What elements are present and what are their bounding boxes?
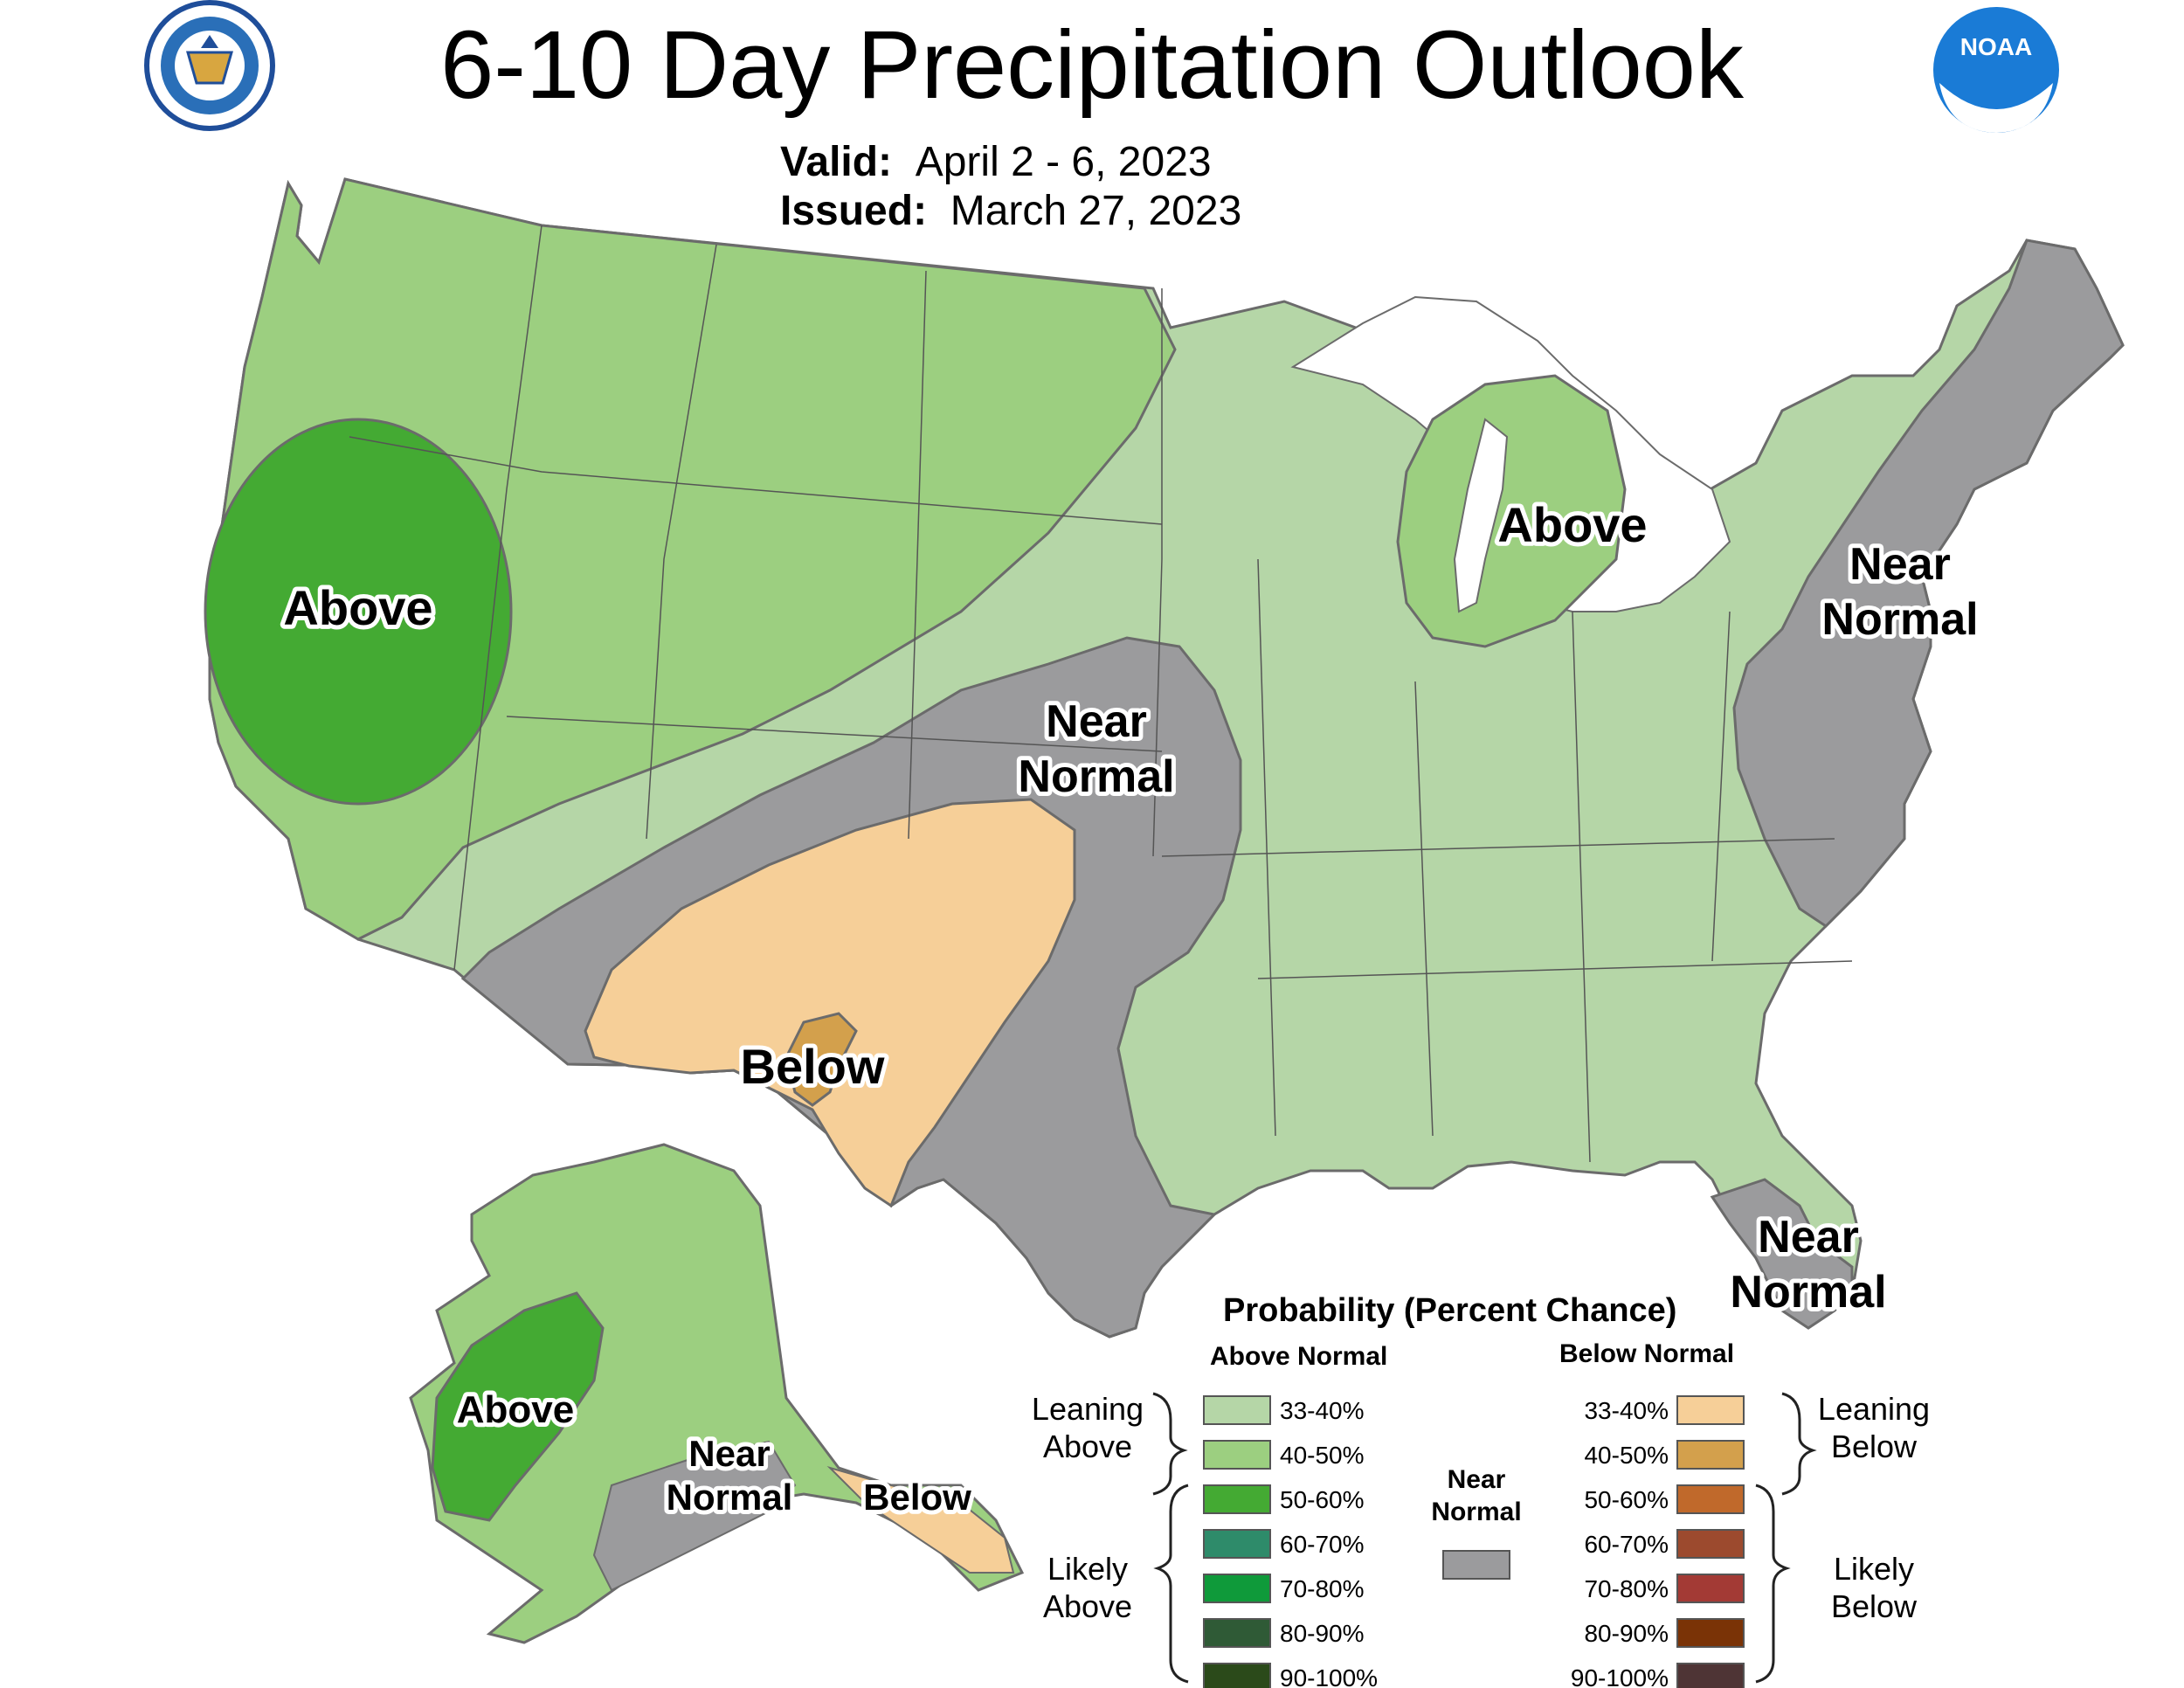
below-southwest-region xyxy=(584,798,1076,1208)
region-label-near-plains-2: Normal xyxy=(1018,751,1174,802)
region-label-near-florida-2: Normal xyxy=(1730,1267,1886,1318)
state-boundaries xyxy=(349,225,1853,1163)
legend-near-heading-1: Near xyxy=(1448,1465,1506,1494)
issued-label: Issued: xyxy=(780,188,928,234)
legend: Probability (Percent Chance) Above Norma… xyxy=(1032,1292,1930,1688)
legend-above-label: 70-80% xyxy=(1280,1575,1365,1602)
legend-below-label: 60-70% xyxy=(1584,1531,1669,1558)
region-label-above-west: Above xyxy=(283,580,432,635)
legend-below-swatch xyxy=(1676,1484,1745,1514)
legend-below-swatch xyxy=(1676,1529,1745,1559)
region-label-near-florida-1: Near xyxy=(1758,1212,1859,1263)
region-label-near-alaska-2: Normal xyxy=(667,1477,793,1518)
legend-below-heading: Below Normal xyxy=(1559,1339,1734,1368)
legend-above-label: 50-60% xyxy=(1280,1486,1365,1513)
legend-above-swatch xyxy=(1203,1574,1271,1603)
legend-leaning-below-2: Below xyxy=(1831,1429,1918,1464)
above-west-region xyxy=(204,418,513,806)
region-label-below-southwest: Below xyxy=(741,1039,885,1094)
legend-above-swatch xyxy=(1203,1395,1271,1425)
region-label-near-east-1: Near xyxy=(1849,539,1951,590)
near-normal-alaska-region xyxy=(592,1440,797,1592)
legend-near-heading-2: Normal xyxy=(1431,1498,1521,1526)
legend-below-label: 70-80% xyxy=(1584,1575,1669,1602)
region-label-near-alaska-1: Near xyxy=(688,1433,770,1474)
legend-above-label: 60-70% xyxy=(1280,1531,1365,1558)
region-label-near-east-2: Normal xyxy=(1821,594,1978,645)
page-title: 6-10 Day Precipitation Outlook xyxy=(440,11,1744,119)
legend-below-swatch xyxy=(1676,1663,1745,1688)
valid-value: April 2 - 6, 2023 xyxy=(915,139,1212,185)
legend-below-label: 40-50% xyxy=(1584,1442,1669,1469)
lake-michigan xyxy=(1453,418,1509,613)
legend-above-label: 40-50% xyxy=(1280,1442,1365,1469)
region-label-below-alaska: Below xyxy=(863,1477,971,1518)
region-label-above-alaska: Above xyxy=(457,1388,574,1431)
valid-label: Valid: xyxy=(780,139,893,185)
below-alaska-region xyxy=(826,1465,1015,1574)
legend-title: Probability (Percent Chance) xyxy=(1223,1292,1676,1329)
legend-below-label: 33-40% xyxy=(1584,1397,1669,1424)
issued-row: Issued: March 27, 2023 xyxy=(780,187,1241,236)
legend-likely-above-2: Above xyxy=(1043,1588,1132,1624)
legend-above-label: 90-100% xyxy=(1280,1664,1378,1688)
region-label-above-michigan: Above xyxy=(1497,497,1647,552)
legend-likely-above-1: Likely xyxy=(1047,1551,1128,1587)
legend-below-swatch xyxy=(1676,1395,1745,1425)
legend-leaning-above-1: Leaning xyxy=(1032,1391,1144,1427)
near-normal-east-region xyxy=(1732,239,2125,928)
issued-value: March 27, 2023 xyxy=(950,188,1242,234)
valid-row: Valid: April 2 - 6, 2023 xyxy=(780,138,1212,187)
legend-above-swatch xyxy=(1203,1663,1271,1688)
legend-above-label: 80-90% xyxy=(1280,1620,1365,1647)
above-alaska-region xyxy=(431,1291,605,1522)
legend-leaning-above-2: Above xyxy=(1043,1429,1132,1464)
legend-below-label: 80-90% xyxy=(1584,1620,1669,1647)
legend-above-label: 33-40% xyxy=(1280,1397,1365,1424)
legend-below-swatch xyxy=(1676,1440,1745,1470)
legend-leaning-below-1: Leaning xyxy=(1818,1391,1930,1427)
noaa-logo: NOAA xyxy=(1933,7,2059,133)
legend-above-swatch xyxy=(1203,1529,1271,1559)
legend-below-label: 90-100% xyxy=(1571,1664,1669,1688)
legend-above-heading: Above Normal xyxy=(1210,1342,1387,1371)
legend-below-swatch xyxy=(1676,1618,1745,1648)
near-normal-florida-region xyxy=(1710,1178,1854,1330)
legend-below-swatch xyxy=(1676,1574,1745,1603)
below-southwest-core xyxy=(784,1012,858,1107)
legend-above-swatch xyxy=(1203,1618,1271,1648)
commerce-seal-logo xyxy=(144,0,275,131)
region-label-near-plains-1: Near xyxy=(1046,696,1147,747)
legend-likely-below-2: Below xyxy=(1831,1588,1918,1624)
legend-above-swatch xyxy=(1203,1440,1271,1470)
legend-above-swatch xyxy=(1203,1484,1271,1514)
legend-below-label: 50-60% xyxy=(1584,1486,1669,1513)
legend-near-swatch xyxy=(1442,1550,1510,1580)
legend-likely-below-1: Likely xyxy=(1834,1551,1914,1587)
above-michigan-region xyxy=(1396,374,1627,648)
noaa-logo-text: NOAA xyxy=(1960,33,2032,60)
